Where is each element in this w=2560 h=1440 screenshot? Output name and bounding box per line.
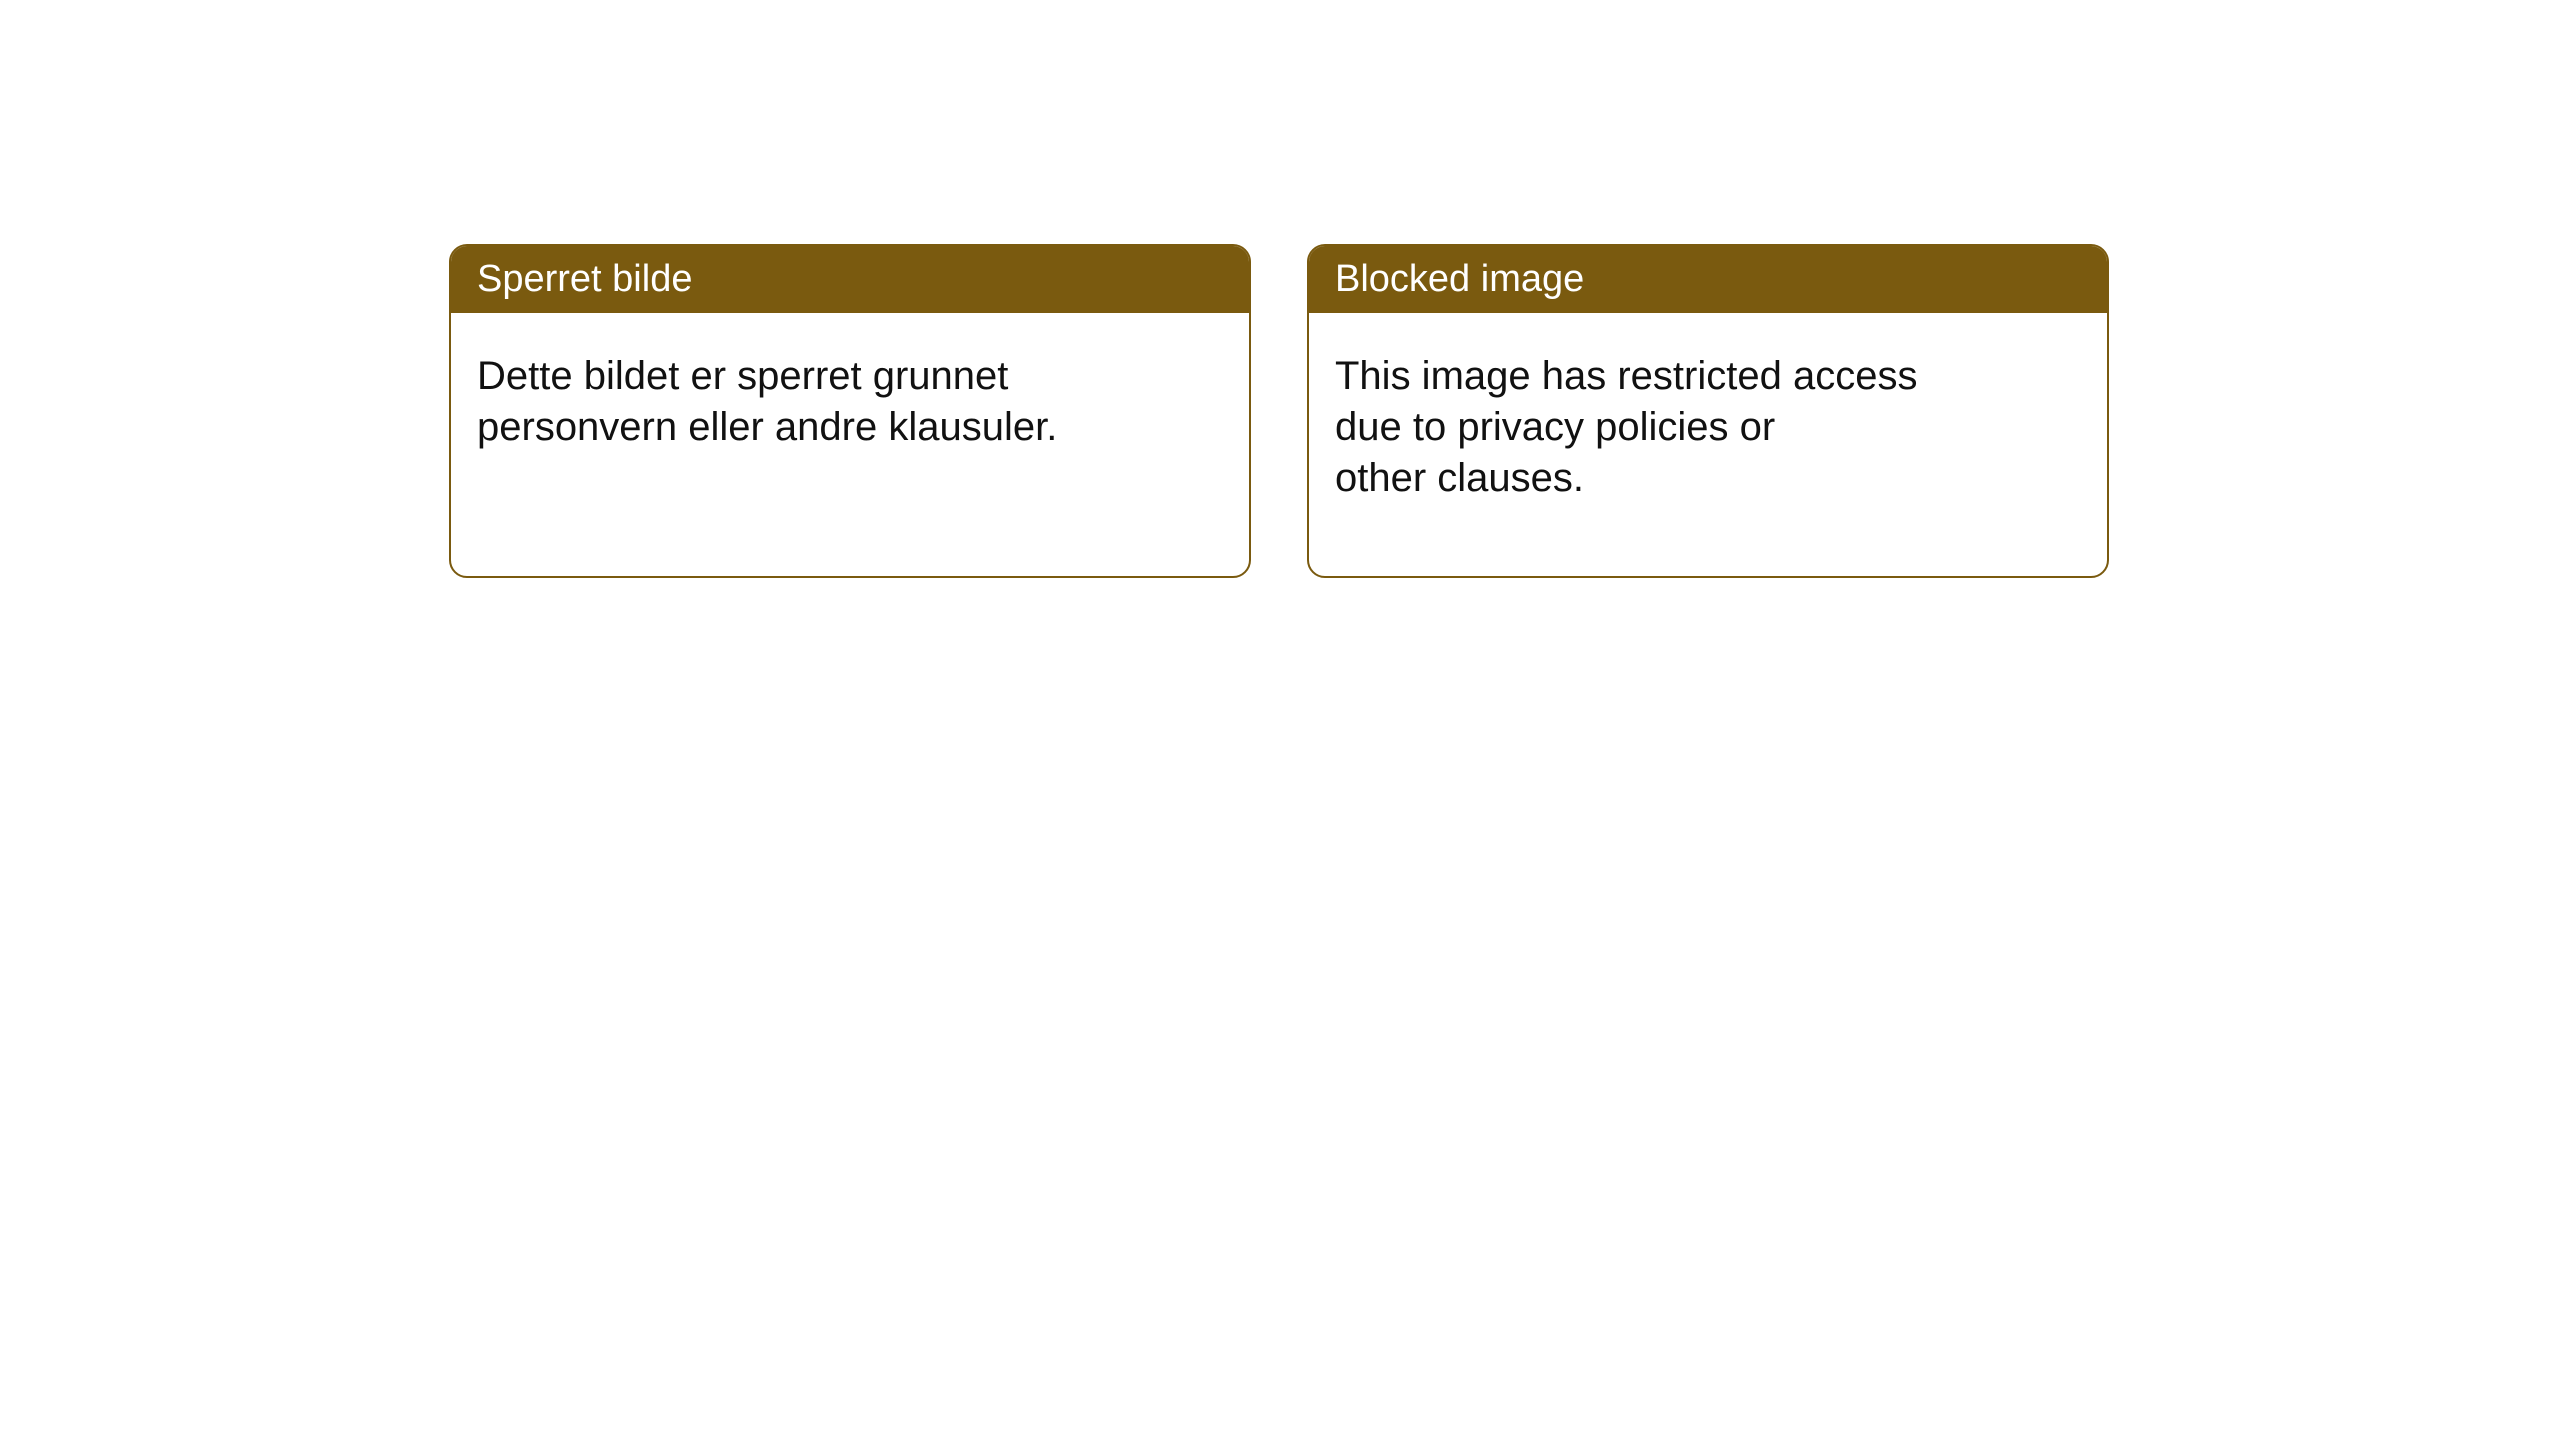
notice-body-line: Dette bildet er sperret grunnet <box>477 351 1223 402</box>
notice-card-title: Sperret bilde <box>451 246 1249 313</box>
notice-card-norwegian: Sperret bilde Dette bildet er sperret gr… <box>449 244 1251 578</box>
notice-card-body: This image has restricted access due to … <box>1309 313 2107 531</box>
notice-card-title: Blocked image <box>1309 246 2107 313</box>
notice-body-line: due to privacy policies or <box>1335 402 2081 453</box>
notice-body-line: This image has restricted access <box>1335 351 2081 402</box>
notice-card-body: Dette bildet er sperret grunnet personve… <box>451 313 1249 479</box>
notice-card-english: Blocked image This image has restricted … <box>1307 244 2109 578</box>
notice-body-line: other clauses. <box>1335 453 2081 504</box>
notice-body-line: personvern eller andre klausuler. <box>477 402 1223 453</box>
notice-container: Sperret bilde Dette bildet er sperret gr… <box>0 0 2560 578</box>
